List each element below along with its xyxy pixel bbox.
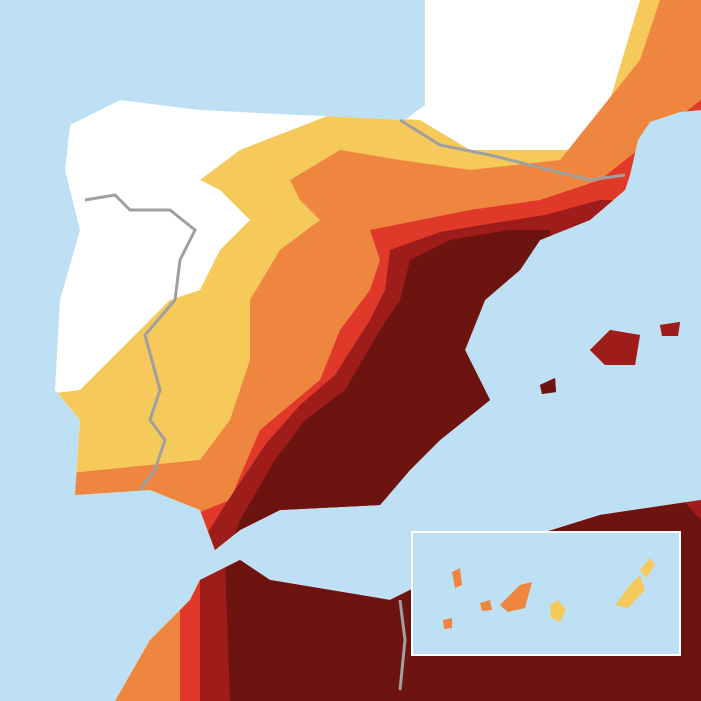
island <box>640 558 655 578</box>
island <box>550 600 566 622</box>
border <box>399 118 626 182</box>
inset-islands <box>443 558 655 629</box>
border <box>84 193 197 491</box>
border <box>398 599 407 691</box>
island <box>480 600 492 611</box>
borders <box>84 118 626 691</box>
island <box>443 618 452 629</box>
island <box>615 575 645 608</box>
island <box>452 568 462 588</box>
island <box>500 582 532 612</box>
